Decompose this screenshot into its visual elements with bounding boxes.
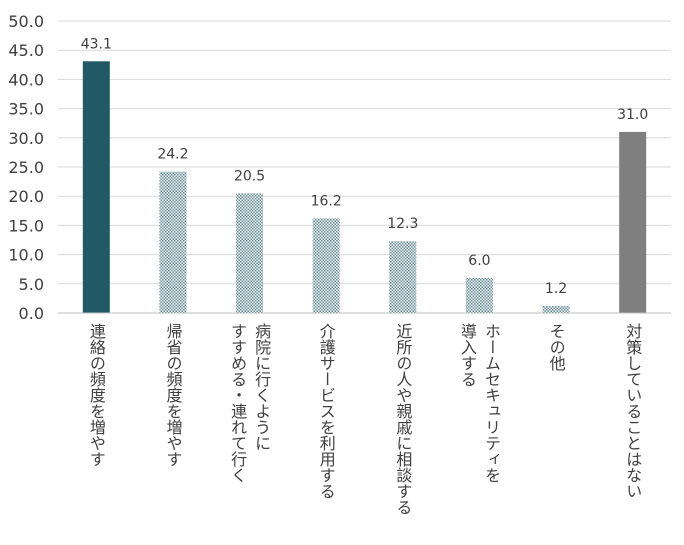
- category-label: 介護サービスを利用する: [317, 323, 336, 499]
- bar: [159, 171, 187, 313]
- y-axis-ticks: 0.0 5.0 10.0 15.0 20.0 25.0 30.0 35.0 40.0 45.0 50…: [8, 12, 44, 323]
- data-label: 12.3: [387, 216, 418, 232]
- y-tick-label: 25.0: [8, 158, 44, 177]
- y-tick-label: 20.0: [8, 187, 44, 206]
- bar: [619, 131, 647, 313]
- category-label: 対策していることはない: [623, 323, 642, 499]
- y-tick-label: 30.0: [8, 129, 44, 148]
- category-label: 導入する: [458, 322, 477, 387]
- data-label: 43.1: [81, 36, 112, 52]
- data-label: 6.0: [468, 253, 490, 269]
- category-label: その他: [547, 323, 566, 372]
- y-tick-label: 5.0: [19, 275, 44, 294]
- category-label: 連絡の頻度を増やす: [87, 323, 106, 467]
- category-label: 帰省の頻度を増やす: [163, 323, 182, 467]
- y-tick-label: 50.0: [8, 12, 44, 31]
- y-tick-label: 40.0: [8, 70, 44, 89]
- data-labels: 43.1 24.2 20.5 16.2 12.3 6.0 1.2 31.0: [81, 36, 649, 297]
- y-tick-label: 35.0: [8, 100, 44, 119]
- bar: [389, 241, 417, 313]
- data-label: 16.2: [311, 193, 342, 209]
- gridlines: [58, 20, 671, 285]
- data-label: 24.2: [157, 147, 188, 163]
- y-tick-label: 0.0: [19, 304, 44, 323]
- y-tick-label: 10.0: [8, 246, 44, 265]
- bar: [236, 193, 264, 313]
- bar: [542, 305, 570, 313]
- data-label: 1.2: [545, 281, 567, 297]
- y-tick-label: 45.0: [8, 41, 44, 60]
- y-tick-label: 15.0: [8, 216, 44, 235]
- category-label: 近所の人や親戚に相談する: [393, 323, 412, 515]
- bar: [82, 61, 110, 313]
- bar: [312, 218, 340, 313]
- category-label: ホームセキュリティを: [482, 323, 501, 483]
- data-label: 20.5: [234, 168, 265, 184]
- bars: [82, 61, 647, 313]
- category-label: 病院に行くように: [252, 323, 271, 451]
- category-label: すすめる・連れて行く: [228, 323, 247, 483]
- data-label: 31.0: [617, 107, 648, 123]
- bar: [465, 277, 493, 313]
